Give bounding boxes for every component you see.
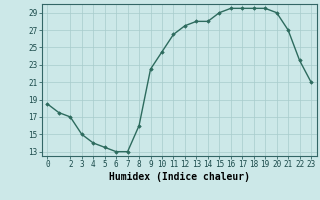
X-axis label: Humidex (Indice chaleur): Humidex (Indice chaleur) <box>109 172 250 182</box>
